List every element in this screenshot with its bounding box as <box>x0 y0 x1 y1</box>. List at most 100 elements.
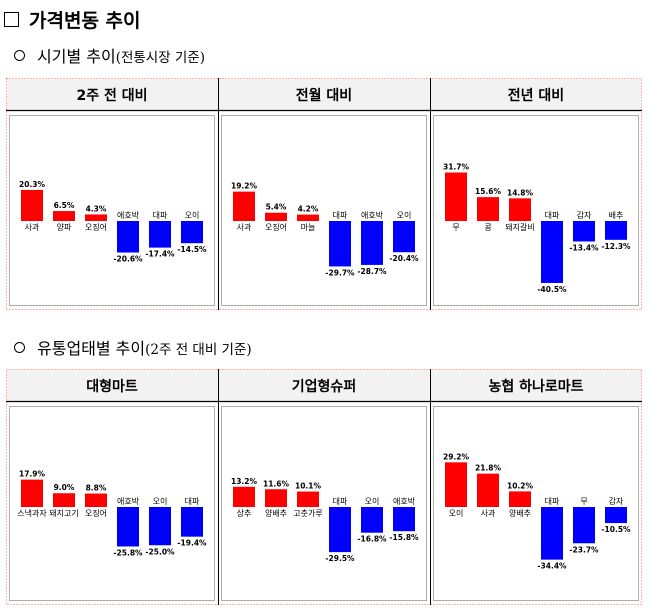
bar <box>181 507 203 537</box>
data-label: -20.6% <box>113 255 143 264</box>
chart-title: 2주 전 대비 <box>76 87 147 104</box>
category-label: 무 <box>580 497 587 506</box>
data-label: -15.8% <box>389 533 419 542</box>
bar <box>85 214 107 221</box>
data-label: 19.2% <box>231 182 258 191</box>
bar <box>297 491 319 507</box>
chart-title: 대형마트 <box>86 378 138 395</box>
section-title-text: 유통업태별 추이 <box>37 339 146 358</box>
bar <box>541 221 563 283</box>
category-label: 사과 <box>481 509 496 518</box>
data-label: 10.1% <box>295 482 322 491</box>
data-label: -19.4% <box>177 539 207 548</box>
data-label: -25.8% <box>113 548 143 557</box>
bar <box>21 189 43 221</box>
category-label: 돼지고기 <box>49 509 78 518</box>
page-heading: 가격변동 추이 <box>4 6 141 33</box>
data-label: 11.6% <box>263 479 290 488</box>
data-label: 21.8% <box>475 464 502 473</box>
bar <box>117 507 139 547</box>
chart-title: 전년 대비 <box>508 87 564 104</box>
category-label: 애호박 <box>393 496 416 506</box>
category-label: 사과 <box>237 223 252 232</box>
category-label: 양배추 <box>265 509 287 518</box>
data-label: -29.5% <box>325 554 355 563</box>
section-title-period: 시기별 추이(전통시장 기준) <box>14 43 205 67</box>
data-label: 4.3% <box>86 204 107 213</box>
bar <box>605 507 627 524</box>
data-label: 29.2% <box>443 452 470 461</box>
category-label: 대파 <box>545 497 560 506</box>
bar <box>541 507 563 560</box>
data-label: 20.3% <box>19 180 46 189</box>
category-label: 오이 <box>185 210 200 220</box>
section-title-text: 시기별 추이 <box>37 47 116 66</box>
checkbox-square-icon <box>4 12 19 27</box>
chart-title: 농협 하나로마트 <box>488 378 583 395</box>
bar <box>361 507 383 533</box>
data-label: 6.5% <box>54 201 75 210</box>
data-label: 9.0% <box>54 483 75 492</box>
plot-area-frame <box>221 115 427 306</box>
category-label: 오이 <box>365 496 380 506</box>
category-label: 대파 <box>153 211 168 220</box>
bar <box>117 221 139 253</box>
section-note: (전통시장 기준) <box>115 50 206 66</box>
category-label: 대파 <box>333 211 348 220</box>
category-label: 스낵과자 <box>17 508 47 518</box>
bar <box>445 172 467 221</box>
category-label: 애호박 <box>117 210 140 220</box>
bar <box>53 211 75 221</box>
data-label: -17.4% <box>145 250 175 259</box>
chart-title: 전월 대비 <box>296 87 352 104</box>
data-label: -16.8% <box>357 535 387 544</box>
plot-area-frame <box>221 406 427 601</box>
data-label: 8.8% <box>86 484 107 493</box>
table-header-background <box>7 79 641 111</box>
data-label: 31.7% <box>443 162 470 171</box>
data-label: -10.5% <box>601 525 631 534</box>
category-label: 오징어 <box>85 222 107 232</box>
data-label: -29.7% <box>325 268 355 277</box>
plot-area-frame <box>433 406 639 601</box>
table-frame <box>6 78 642 310</box>
bar <box>85 493 107 507</box>
data-label: 10.2% <box>507 481 534 490</box>
table-header-background <box>7 370 641 402</box>
plot-area-frame <box>9 406 215 601</box>
chart-title: 기업형슈퍼 <box>292 378 356 395</box>
category-label: 대파 <box>185 497 200 506</box>
data-label: 14.8% <box>507 188 534 197</box>
bar <box>605 221 627 240</box>
section-note: (2주 전 대비 기준) <box>145 342 252 358</box>
bar <box>149 221 171 248</box>
category-label: 고춧가루 <box>293 509 322 518</box>
bar <box>53 493 75 507</box>
bar <box>509 491 531 507</box>
category-label: 돼지갈비 <box>505 223 534 232</box>
bar <box>573 507 595 544</box>
category-label: 마늘 <box>301 223 316 232</box>
category-label: 대파 <box>545 211 560 220</box>
category-label: 애호박 <box>361 210 384 220</box>
category-label: 무 <box>452 223 459 232</box>
category-label: 대파 <box>333 497 348 506</box>
category-label: 오이 <box>449 508 464 518</box>
chart-table-retail: 대형마트 17.9% 스낵과자 9.0% 돼지고기 8.8% 오징어 -25.8% 애호박 -25… <box>6 369 642 605</box>
bar <box>477 197 499 221</box>
bar <box>329 221 351 267</box>
bar <box>477 473 499 507</box>
bar <box>297 214 319 221</box>
category-label: 콩 <box>484 223 491 232</box>
bar <box>21 479 43 507</box>
bar <box>265 489 287 507</box>
category-label: 감자 <box>609 496 624 506</box>
category-label: 사과 <box>25 223 40 232</box>
data-label: 5.4% <box>266 203 287 212</box>
data-label: -28.7% <box>357 267 387 276</box>
data-label: 17.9% <box>19 470 46 479</box>
bar <box>509 198 531 221</box>
bar <box>445 462 467 507</box>
bar <box>361 221 383 265</box>
bar <box>233 486 255 507</box>
